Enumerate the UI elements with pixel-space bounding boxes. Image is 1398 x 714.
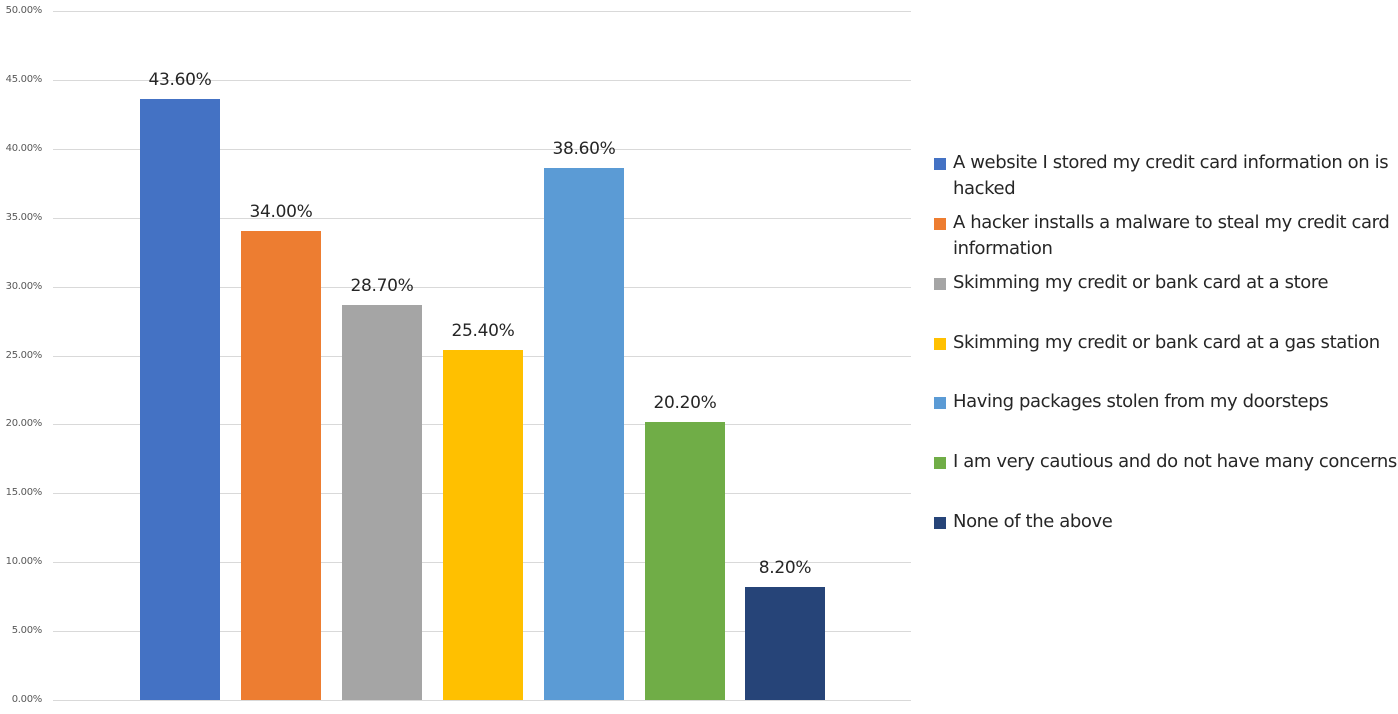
legend-swatch-icon [934, 278, 946, 290]
legend-label: Having packages stolen from my doorsteps [953, 391, 1329, 412]
data-label: 28.70% [350, 276, 414, 296]
bar [645, 422, 725, 700]
y-axis-tick-label: 20.00% [5, 418, 43, 429]
data-label: 20.20% [653, 393, 717, 413]
legend-swatch-icon [934, 338, 946, 350]
data-label: 38.60% [552, 139, 616, 159]
data-label: 25.40% [451, 321, 515, 341]
legend-label: Skimming my credit or bank card at a gas… [953, 332, 1380, 353]
bar [745, 587, 825, 700]
legend-item: Skimming my credit or bank card at a sto… [934, 270, 1398, 296]
legend-label: A website I stored my credit card inform… [953, 152, 1389, 199]
legend-item: Skimming my credit or bank card at a gas… [934, 330, 1398, 356]
legend-label: A hacker installs a malware to steal my … [953, 212, 1390, 259]
y-axis-tick-label: 15.00% [5, 487, 43, 498]
y-axis-tick-label: 45.00% [5, 74, 43, 85]
legend-swatch-icon [934, 397, 946, 409]
gridline [53, 287, 911, 288]
gridline [53, 218, 911, 219]
legend-swatch-icon [934, 457, 946, 469]
bar [342, 305, 422, 700]
legend-item: Having packages stolen from my doorsteps [934, 389, 1398, 415]
gridline [53, 700, 911, 701]
data-label: 43.60% [148, 70, 212, 90]
legend-swatch-icon [934, 517, 946, 529]
legend-item: I am very cautious and do not have many … [934, 449, 1398, 475]
y-axis-tick-label: 10.00% [5, 556, 43, 567]
y-axis-tick-label: 35.00% [5, 212, 43, 223]
legend-label: I am very cautious and do not have many … [953, 451, 1397, 472]
gridline [53, 149, 911, 150]
legend-label: None of the above [953, 511, 1113, 532]
data-label: 34.00% [249, 202, 313, 222]
legend-item: None of the above [934, 509, 1398, 535]
legend-label: Skimming my credit or bank card at a sto… [953, 272, 1329, 293]
bar [443, 350, 523, 700]
legend-item: A website I stored my credit card inform… [934, 150, 1398, 202]
y-axis-tick-label: 0.00% [11, 694, 43, 705]
bar [544, 168, 624, 700]
gridline [53, 80, 911, 81]
y-axis-tick-label: 25.00% [5, 350, 43, 361]
y-axis-tick-label: 30.00% [5, 281, 43, 292]
y-axis-tick-label: 40.00% [5, 143, 43, 154]
data-label: 8.20% [758, 558, 812, 578]
legend-item: A hacker installs a malware to steal my … [934, 210, 1398, 262]
legend-swatch-icon [934, 158, 946, 170]
bar [241, 231, 321, 700]
gridline [53, 11, 911, 12]
y-axis-tick-label: 5.00% [11, 625, 43, 636]
bar [140, 99, 220, 700]
legend-swatch-icon [934, 218, 946, 230]
y-axis-tick-label: 50.00% [5, 5, 43, 16]
